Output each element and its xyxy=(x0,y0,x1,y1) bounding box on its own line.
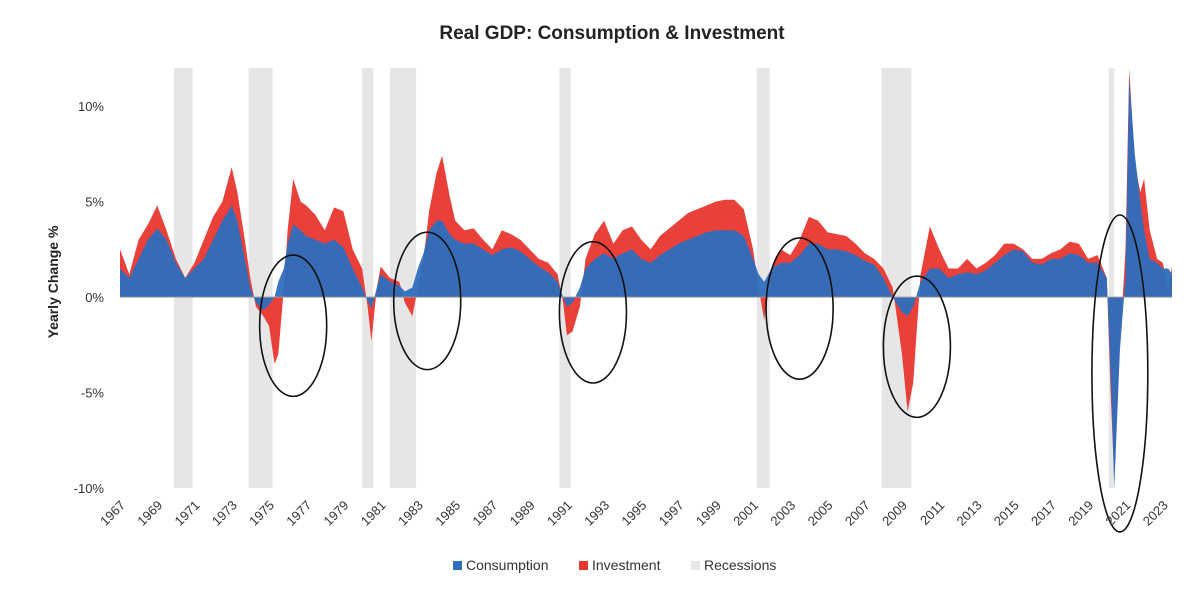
x-tick-label-25: 2017 xyxy=(1028,498,1059,529)
x-tick-label-13: 1993 xyxy=(581,498,612,529)
x-tick-label-11: 1989 xyxy=(507,498,538,529)
x-tick-label-28: 2023 xyxy=(1140,498,1171,529)
x-tick-label-10: 1987 xyxy=(469,498,500,529)
x-axis-ticks: 1967 1969 1971 1973 1975 1977 1979 1981 1983 1985… xyxy=(97,498,1171,529)
recession-bands xyxy=(173,68,1115,488)
x-tick-label-6: 1979 xyxy=(320,498,351,529)
x-tick-label-7: 1981 xyxy=(358,498,389,529)
legend: Consumption Investment Recessions xyxy=(453,557,776,573)
x-tick-label-24: 2015 xyxy=(991,498,1022,529)
x-tick-label-20: 2007 xyxy=(842,498,873,529)
annotation-ellipse-5 xyxy=(1091,214,1149,533)
annotation-ellipses xyxy=(258,214,1149,533)
legend-label-recessions: Recessions xyxy=(704,557,776,573)
recession-band-5 xyxy=(756,68,770,488)
y-tick-label-3: -5% xyxy=(81,386,105,401)
annotation-ellipse-2 xyxy=(558,240,628,384)
annotation-ellipse-3 xyxy=(765,237,834,380)
legend-label-consumption: Consumption xyxy=(466,557,549,573)
x-tick-label-16: 1999 xyxy=(693,498,724,529)
x-tick-label-14: 1995 xyxy=(618,498,649,529)
x-tick-label-9: 1985 xyxy=(432,498,463,529)
legend-swatch-investment xyxy=(579,561,588,570)
x-tick-label-26: 2019 xyxy=(1065,498,1096,529)
x-tick-label-4: 1975 xyxy=(246,498,277,529)
annotation-ellipse-1 xyxy=(392,231,462,371)
x-tick-label-8: 1983 xyxy=(395,498,426,529)
x-tick-label-12: 1991 xyxy=(544,498,575,529)
x-tick-label-2: 1971 xyxy=(172,498,203,529)
series-area-consumption xyxy=(120,77,1172,488)
x-tick-label-19: 2005 xyxy=(805,498,836,529)
recession-band-7 xyxy=(1108,68,1115,488)
y-tick-label-4: -10% xyxy=(74,481,105,496)
x-tick-label-5: 1977 xyxy=(283,498,314,529)
annotation-ellipse-4 xyxy=(882,275,952,419)
y-tick-label-2: 0% xyxy=(85,290,104,305)
x-tick-label-18: 2003 xyxy=(767,498,798,529)
x-tick-label-21: 2009 xyxy=(879,498,910,529)
x-tick-label-0: 1967 xyxy=(97,498,128,529)
recession-band-4 xyxy=(559,68,571,488)
y-tick-label-0: 10% xyxy=(78,99,104,114)
recession-band-2 xyxy=(362,68,374,488)
series-areas xyxy=(120,68,1172,488)
legend-swatch-recessions xyxy=(691,561,700,570)
x-tick-label-1: 1969 xyxy=(134,498,165,529)
chart-title: Real GDP: Consumption & Investment xyxy=(439,23,785,44)
y-axis-ticks: 10% 5% 0% -5% -10% xyxy=(74,99,105,496)
x-tick-label-3: 1973 xyxy=(209,498,240,529)
x-tick-label-22: 2011 xyxy=(917,498,947,528)
x-tick-label-15: 1997 xyxy=(656,498,687,529)
recession-band-3 xyxy=(389,68,417,488)
x-tick-label-17: 2001 xyxy=(730,498,761,529)
x-tick-label-23: 2013 xyxy=(954,498,985,529)
annotation-ellipse-0 xyxy=(258,254,328,398)
y-tick-label-1: 5% xyxy=(85,195,104,210)
legend-label-investment: Investment xyxy=(592,557,661,573)
y-axis-label: Yearly Change % xyxy=(45,225,61,338)
legend-swatch-consumption xyxy=(453,561,462,570)
